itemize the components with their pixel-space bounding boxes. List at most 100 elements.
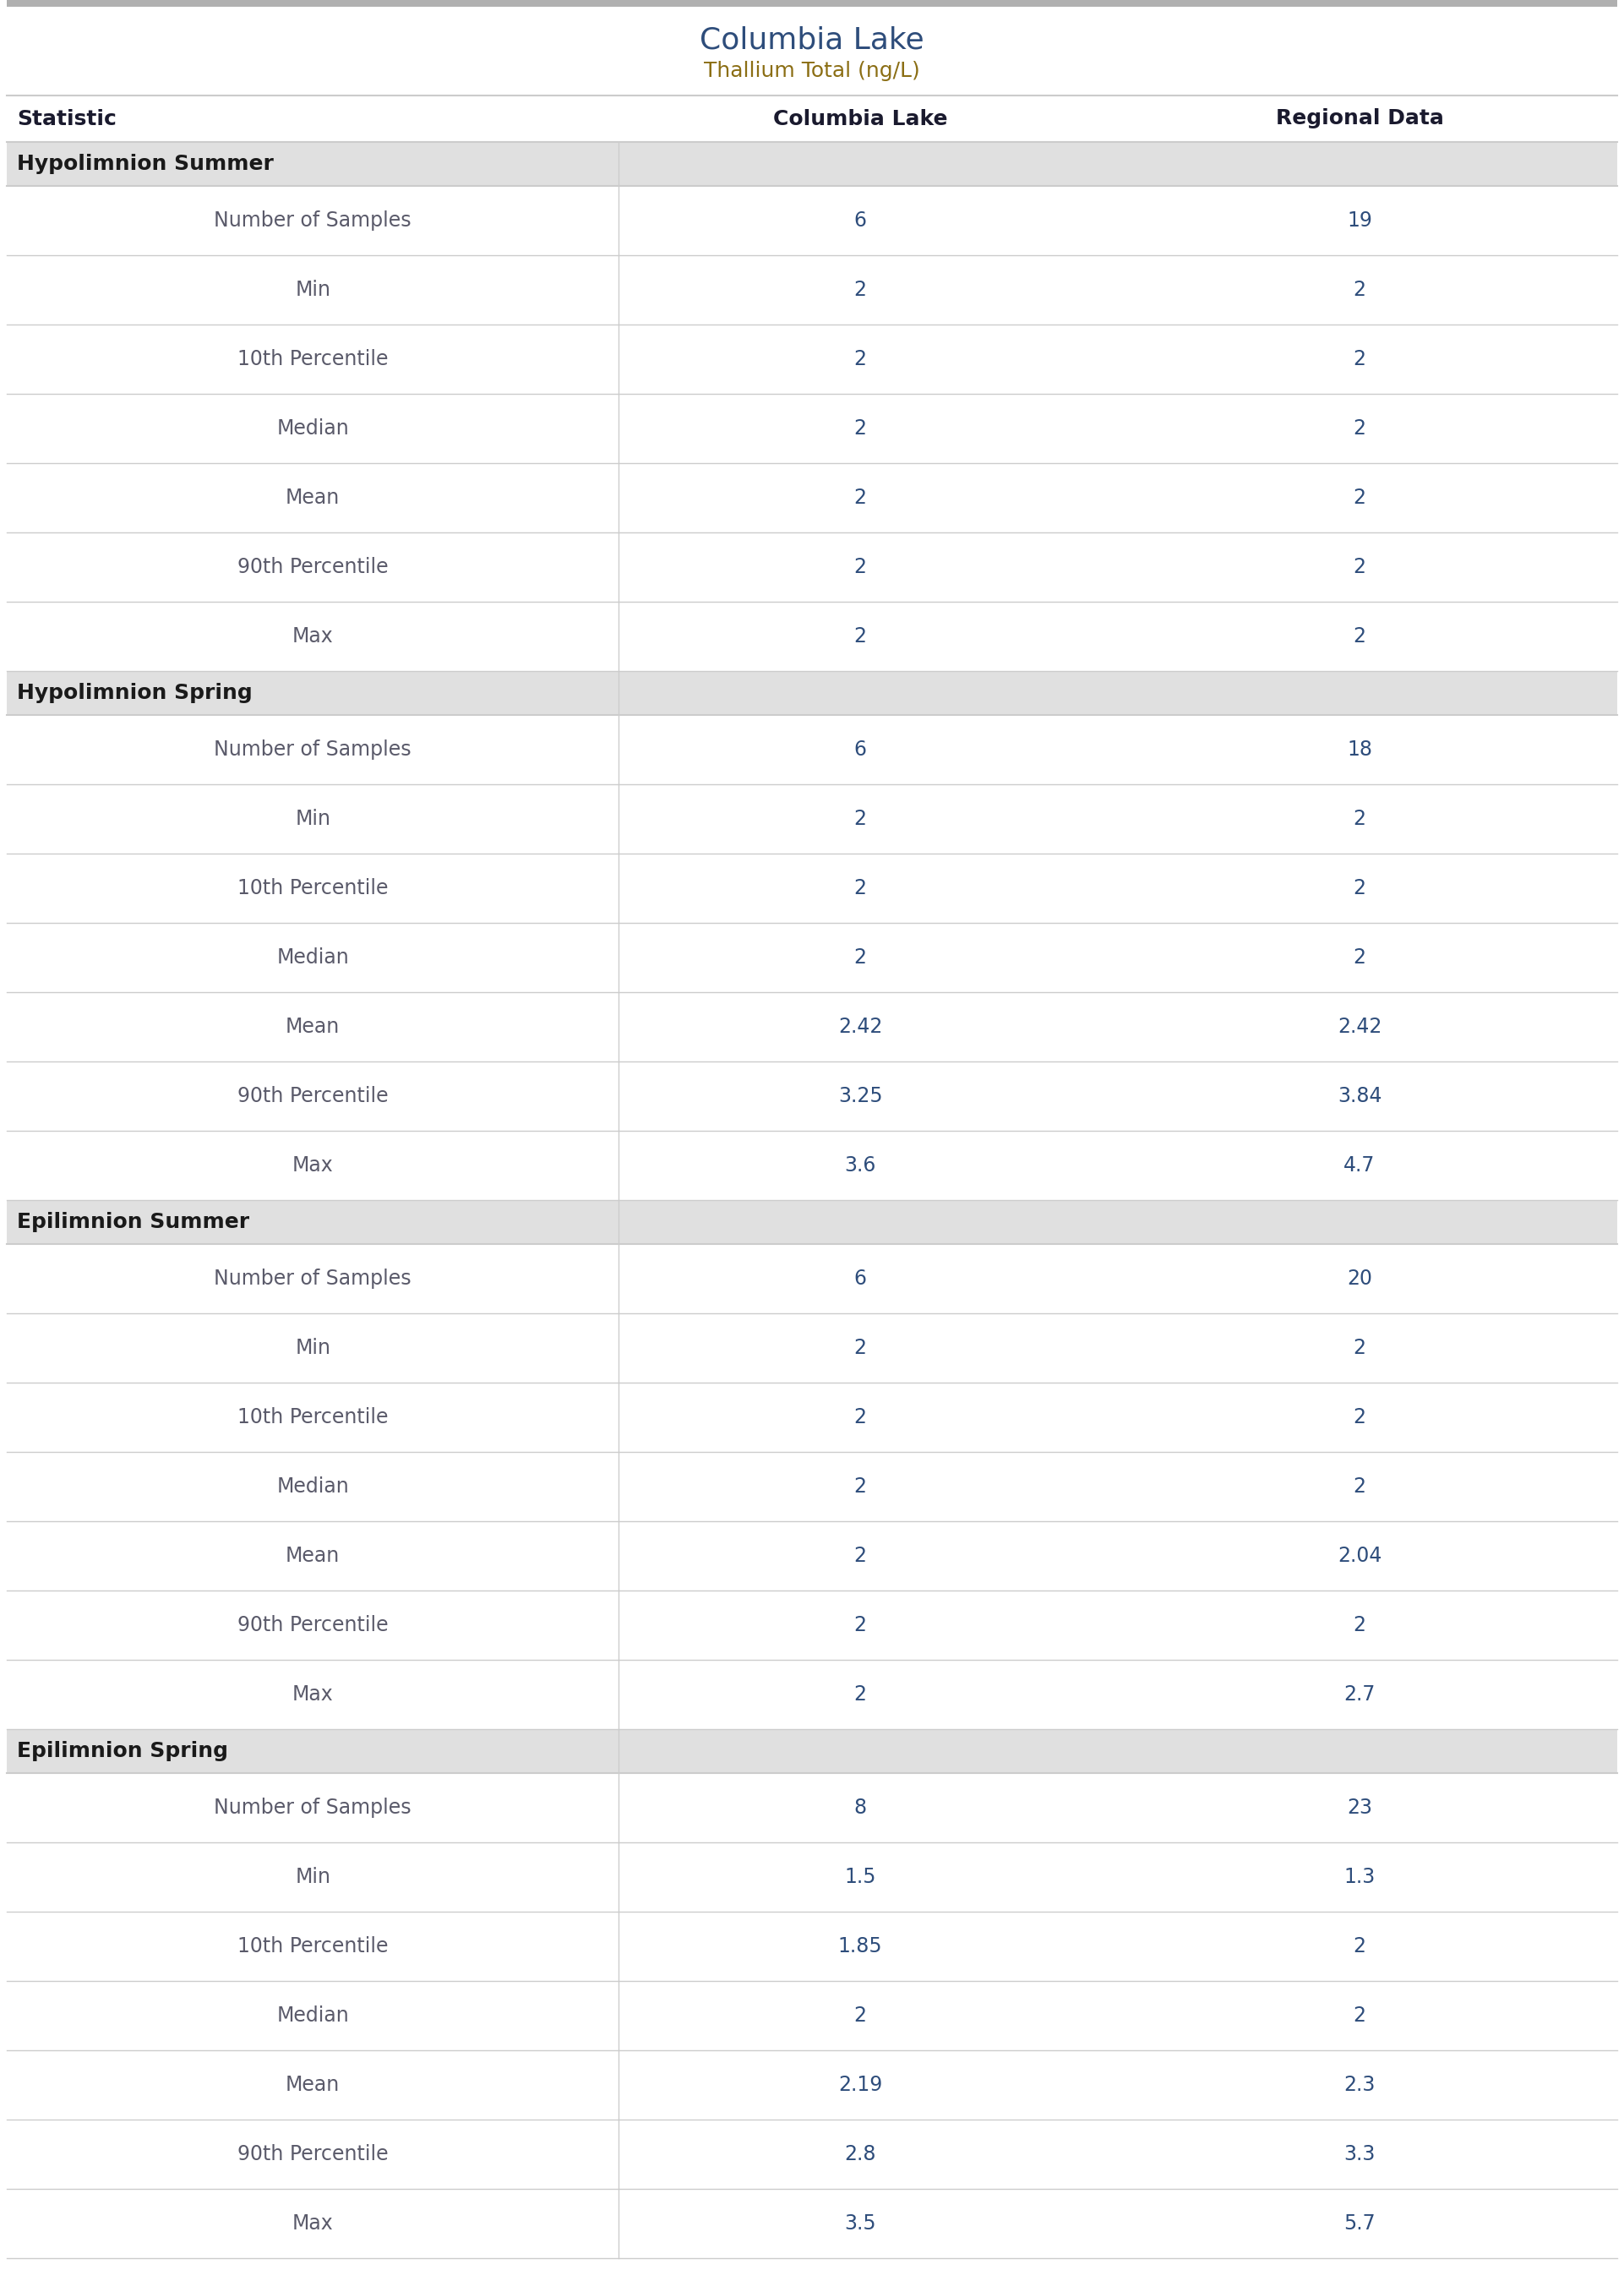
Text: 2: 2 [854,2004,867,2025]
Text: 2.3: 2.3 [1343,2075,1376,2095]
Text: Median: Median [276,2004,349,2025]
Bar [6,2050,1618,2120]
Text: 20: 20 [1346,1269,1372,1289]
Text: Min: Min [296,1866,331,1886]
Bar [6,1773,1618,1843]
Text: 8: 8 [854,1798,867,1818]
Text: 2: 2 [854,350,867,370]
Text: 1.3: 1.3 [1343,1866,1376,1886]
Text: 2: 2 [1353,1476,1366,1496]
Text: 2: 2 [854,1614,867,1634]
Bar [6,1982,1618,2050]
Text: 2.42: 2.42 [838,1017,882,1037]
Text: Epilimnion Summer: Epilimnion Summer [16,1212,250,1233]
Text: Columbia Lake: Columbia Lake [773,109,947,129]
Text: 2: 2 [1353,1936,1366,1957]
Text: 2: 2 [1353,418,1366,438]
Text: 10th Percentile: 10th Percentile [237,1936,388,1957]
Text: 3.6: 3.6 [844,1155,875,1176]
Text: 2: 2 [854,1407,867,1428]
Bar [6,7,1618,95]
Text: 2: 2 [854,488,867,508]
Text: 2: 2 [1353,808,1366,829]
Text: 3.5: 3.5 [844,2213,877,2234]
Text: Number of Samples: Number of Samples [214,740,411,760]
Text: 1.5: 1.5 [844,1866,877,1886]
Bar [6,992,1618,1062]
Text: Median: Median [276,947,349,967]
Bar [6,715,1618,783]
Text: Mean: Mean [286,488,339,508]
Bar [6,602,1618,672]
Bar [6,924,1618,992]
Text: Max: Max [292,1155,333,1176]
Text: 3.84: 3.84 [1338,1085,1382,1105]
Text: Columbia Lake: Columbia Lake [700,27,924,54]
Bar [6,1453,1618,1521]
Text: Thallium Total (ng/L): Thallium Total (ng/L) [703,61,921,82]
Text: 19: 19 [1346,211,1372,232]
Text: 2: 2 [1353,947,1366,967]
Text: Min: Min [296,1337,331,1357]
Text: 2.8: 2.8 [844,2145,877,2163]
Text: 1.85: 1.85 [838,1936,882,1957]
Bar [6,143,1618,186]
Text: Median: Median [276,418,349,438]
Text: 90th Percentile: 90th Percentile [237,1614,388,1634]
Text: 2.04: 2.04 [1338,1546,1382,1566]
Text: 2: 2 [854,1684,867,1705]
Text: 2: 2 [1353,627,1366,647]
Text: Statistic: Statistic [16,109,117,129]
Bar [6,2120,1618,2188]
Text: 2: 2 [854,808,867,829]
Text: 90th Percentile: 90th Percentile [237,1085,388,1105]
Text: 2: 2 [854,627,867,647]
Text: 2.7: 2.7 [1343,1684,1376,1705]
Text: 2: 2 [1353,1614,1366,1634]
Bar [6,854,1618,924]
Text: Min: Min [296,808,331,829]
Text: 23: 23 [1346,1798,1372,1818]
Text: Hypolimnion Spring: Hypolimnion Spring [16,683,252,704]
Bar [6,463,1618,533]
Bar [6,393,1618,463]
Text: 2: 2 [854,556,867,577]
Text: 2.19: 2.19 [838,2075,882,2095]
Text: 2: 2 [854,279,867,300]
Text: 2: 2 [1353,1407,1366,1428]
Text: 3.25: 3.25 [838,1085,882,1105]
Bar [6,0,1618,7]
Bar [6,533,1618,602]
Text: Number of Samples: Number of Samples [214,1798,411,1818]
Text: 90th Percentile: 90th Percentile [237,556,388,577]
Text: 6: 6 [854,211,867,232]
Bar [6,254,1618,325]
Text: 2: 2 [1353,878,1366,899]
Text: 2: 2 [1353,350,1366,370]
Text: Min: Min [296,279,331,300]
Text: 10th Percentile: 10th Percentile [237,1407,388,1428]
Bar [6,1591,1618,1659]
Text: 2: 2 [854,1337,867,1357]
Text: Number of Samples: Number of Samples [214,211,411,232]
Text: 6: 6 [854,740,867,760]
Text: 10th Percentile: 10th Percentile [237,350,388,370]
Text: 2: 2 [1353,556,1366,577]
Bar [6,1521,1618,1591]
Text: Median: Median [276,1476,349,1496]
Text: Epilimnion Spring: Epilimnion Spring [16,1741,227,1762]
Text: 2: 2 [854,947,867,967]
Bar [6,1659,1618,1730]
Bar [6,2188,1618,2259]
Text: 2: 2 [854,1476,867,1496]
Text: 3.3: 3.3 [1343,2145,1376,2163]
Text: Max: Max [292,2213,333,2234]
Text: 2.42: 2.42 [1338,1017,1382,1037]
Text: 2: 2 [854,1546,867,1566]
Text: 10th Percentile: 10th Percentile [237,878,388,899]
Text: 18: 18 [1346,740,1372,760]
Bar [6,1062,1618,1130]
Text: 2: 2 [1353,1337,1366,1357]
Bar [6,783,1618,854]
Bar [6,1382,1618,1453]
